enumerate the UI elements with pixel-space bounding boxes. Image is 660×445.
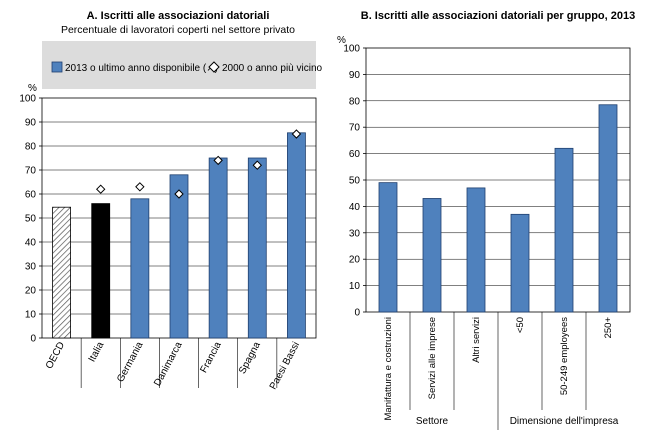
y-tick-label: 0 (30, 334, 36, 345)
group-label: Dimensione dell'impresa (510, 416, 619, 427)
marker-diamond (252, 160, 262, 170)
bar (169, 174, 189, 339)
x-tick-label: Francia (198, 340, 224, 375)
y-tick-label: 10 (25, 310, 37, 321)
panel-a-markers (96, 129, 302, 199)
y-tick-label: 30 (349, 228, 361, 239)
bar (466, 187, 486, 313)
panel-a-y-unit: % (28, 83, 37, 94)
bar (91, 203, 111, 339)
y-tick-label: 30 (25, 262, 37, 273)
x-tick-label: Germania (115, 340, 146, 384)
marker-diamond (96, 184, 106, 194)
x-tick-label: Danimarca (152, 340, 185, 388)
bar (598, 104, 618, 313)
legend: 2013 o ultimo anno disponibile (↗) 2000 … (51, 61, 323, 74)
legend-diamond-icon (208, 61, 220, 73)
x-tick-label: Servizi alle imprese (427, 317, 438, 399)
x-tick-label: 250+ (603, 317, 614, 339)
y-tick-label: 80 (349, 96, 361, 107)
marker-diamond (174, 189, 184, 199)
marker-diamond (135, 182, 145, 192)
y-tick-label: 100 (19, 94, 36, 105)
y-tick-label: 40 (349, 202, 361, 213)
group-label: Settore (416, 416, 449, 427)
y-tick-label: 90 (349, 70, 361, 81)
bar (287, 132, 306, 339)
x-tick-label: <50 (515, 317, 526, 333)
panel-a-subtitle: Percentuale di lavoratori coperti nel se… (61, 24, 295, 36)
y-tick-label: 60 (25, 190, 37, 201)
y-tick-label: 50 (349, 176, 361, 187)
bar (378, 182, 398, 313)
bar (208, 157, 228, 339)
legend-swatch-2013 (51, 61, 63, 73)
panel-b-bars (378, 104, 618, 313)
panel-a-bars (52, 132, 306, 339)
bar (52, 206, 71, 339)
y-tick-label: 70 (25, 166, 37, 177)
bar (554, 147, 574, 313)
y-tick-label: 100 (343, 44, 360, 55)
bar (510, 213, 530, 313)
panel-b-y-unit: % (337, 35, 346, 46)
panel-b-title: B. Iscritti alle associazioni datoriali … (361, 10, 635, 22)
panel-b-group-labels: Settore Dimensione dell'impresa (416, 416, 619, 427)
y-tick-label: 0 (354, 308, 360, 319)
legend-label-2013: 2013 o ultimo anno disponibile (↗) (65, 63, 218, 74)
legend-box (42, 41, 316, 89)
bar (422, 198, 442, 313)
bar (130, 198, 150, 339)
x-tick-label: Manifattura e costruzioni (383, 317, 394, 421)
panel-a-title: A. Iscritti alle associazioni datoriali (87, 10, 270, 22)
bar (247, 157, 267, 339)
panel-b: B. Iscritti alle associazioni datoriali … (337, 10, 635, 430)
y-tick-label: 60 (349, 149, 361, 160)
legend-label-2000: 2000 o anno più vicino (222, 63, 323, 74)
y-tick-label: 90 (25, 118, 37, 129)
panel-a: A. Iscritti alle associazioni datoriali … (19, 10, 322, 392)
x-tick-label: 50-249 employees (559, 317, 570, 395)
marker-diamond (213, 155, 223, 166)
x-tick-label: OECD (44, 340, 67, 371)
x-tick-label: Italia (87, 340, 107, 364)
y-tick-label: 80 (25, 142, 37, 153)
y-tick-label: 40 (25, 238, 37, 249)
x-tick-label: Paesi Bassi (268, 340, 302, 391)
panel-a-x-labels: OECD Italia Germania Danimarca Francia Spagna… (44, 338, 302, 392)
y-tick-label: 70 (349, 123, 361, 134)
y-tick-label: 10 (349, 281, 361, 292)
x-tick-label: Spagna (237, 340, 263, 376)
y-tick-label: 20 (25, 286, 37, 297)
panel-b-x-labels: Manifattura e costruzioni Servizi alle im… (383, 312, 614, 430)
y-tick-label: 20 (349, 255, 361, 266)
y-tick-label: 50 (25, 214, 37, 225)
marker-diamond (291, 129, 302, 139)
x-tick-label: Altri servizi (471, 317, 482, 363)
